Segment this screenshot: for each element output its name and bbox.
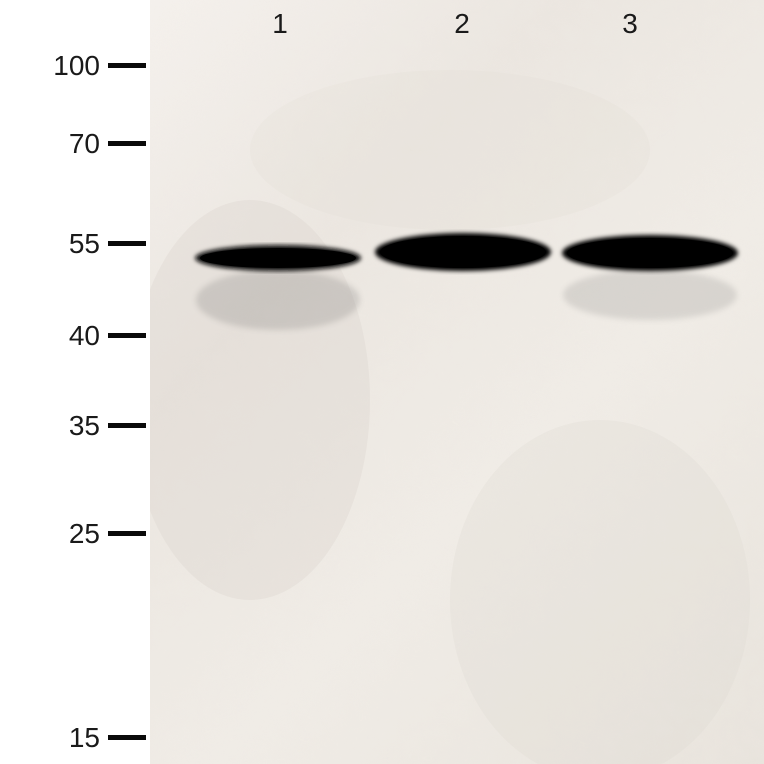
lane-label-2: 2 (442, 8, 482, 40)
mw-label-35: 35 (40, 410, 100, 442)
blot-membrane-background (150, 0, 764, 764)
mw-label-15: 15 (40, 722, 100, 754)
tick-35 (108, 423, 146, 428)
membrane-texture (150, 0, 764, 764)
mw-label-25: 25 (40, 518, 100, 550)
lane-label-1: 1 (260, 8, 300, 40)
lane-label-3: 3 (610, 8, 650, 40)
tick-15 (108, 735, 146, 740)
tick-100 (108, 63, 146, 68)
mw-label-100: 100 (40, 50, 100, 82)
tick-55 (108, 241, 146, 246)
mw-label-55: 55 (40, 228, 100, 260)
mw-label-70: 70 (40, 128, 100, 160)
western-blot-figure: 1 2 3 100 70 55 40 35 25 15 (0, 0, 764, 764)
tick-70 (108, 141, 146, 146)
mw-label-40: 40 (40, 320, 100, 352)
tick-25 (108, 531, 146, 536)
tick-40 (108, 333, 146, 338)
